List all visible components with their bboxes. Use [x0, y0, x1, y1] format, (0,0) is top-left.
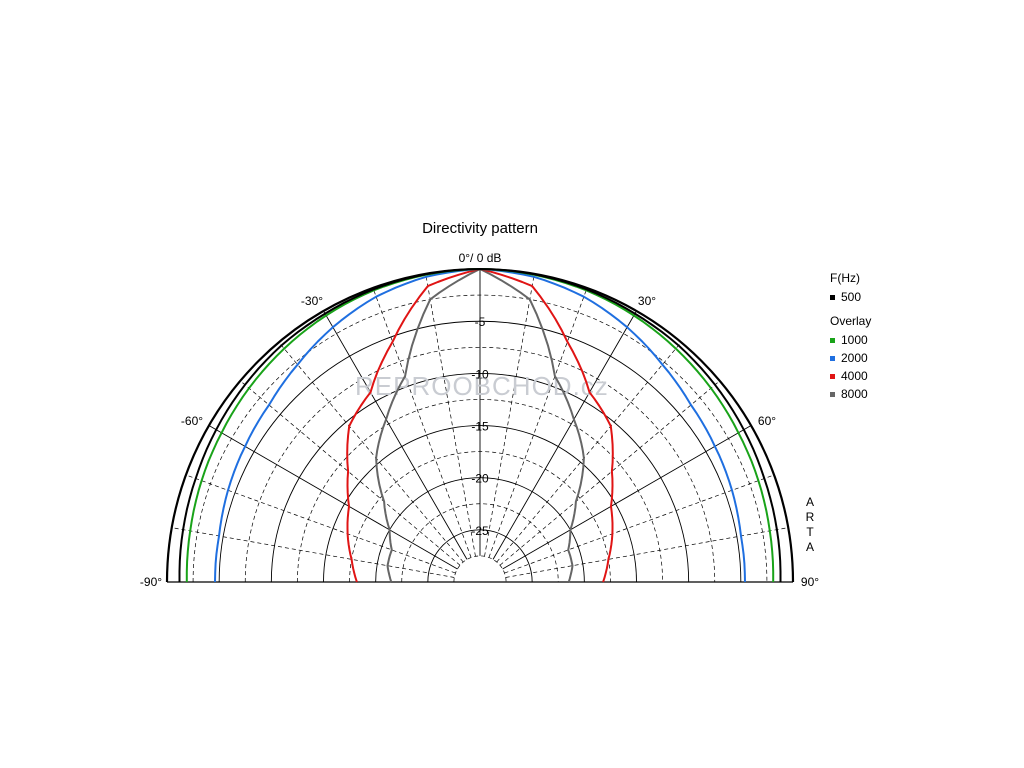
grid-ring — [453, 555, 507, 583]
label-layer: -5 -10 -15 -20 -25 -90° -60° -30° 30° 60° 90° — [140, 294, 819, 589]
legend-entry: 2000 — [841, 351, 868, 365]
grid-spoke — [502, 425, 752, 570]
grid-spoke — [171, 527, 455, 578]
angle-label: 90° — [801, 575, 819, 589]
grid-spoke — [372, 287, 472, 558]
radial-tick-label: -15 — [471, 420, 489, 434]
legend-entry: 500 — [841, 290, 861, 304]
grid-ring — [297, 399, 663, 583]
radial-tick-label: -25 — [471, 524, 489, 538]
legend-swatch — [830, 356, 835, 361]
legend-swatch — [830, 374, 835, 379]
side-letter: R — [806, 510, 815, 524]
grid-spoke — [208, 425, 458, 570]
side-letter: T — [806, 525, 814, 539]
angle-label: 30° — [638, 294, 656, 308]
angle-label: -90° — [140, 575, 162, 589]
legend: F(Hz) 500 Overlay 1000 2000 4000 8000 — [830, 271, 871, 401]
legend-entry: 8000 — [841, 387, 868, 401]
side-letter: A — [806, 540, 814, 554]
legend-swatch — [830, 392, 835, 397]
legend-swatch — [830, 338, 835, 343]
legend-header: F(Hz) — [830, 271, 860, 285]
grid-spoke — [505, 527, 789, 578]
radial-tick-label: -5 — [475, 315, 486, 329]
grid-spoke — [496, 342, 682, 563]
grid-spoke — [484, 273, 535, 557]
legend-entry: 1000 — [841, 333, 868, 347]
grid-spoke — [492, 310, 637, 560]
series-layer — [178, 268, 782, 583]
legend-entry: 4000 — [841, 369, 868, 383]
legend-swatch — [830, 295, 835, 300]
grid-spoke — [323, 310, 468, 560]
grid-spoke — [185, 474, 456, 574]
radial-tick-label: -20 — [471, 472, 489, 486]
grid-spoke — [240, 380, 461, 566]
grid-spoke — [499, 380, 720, 566]
grid-ring — [244, 346, 716, 583]
side-letter: A — [806, 495, 814, 509]
grid-spoke — [488, 287, 588, 558]
angle-label: -60° — [181, 414, 203, 428]
grid-spoke — [504, 474, 775, 574]
grid-spoke — [278, 342, 464, 563]
series-line-500 — [178, 268, 782, 582]
chart-title: Directivity pattern — [422, 220, 538, 237]
radial-tick-label: -10 — [471, 367, 489, 381]
legend-overlay-header: Overlay — [830, 314, 871, 328]
angle-label: 60° — [758, 414, 776, 428]
grid-spoke — [425, 273, 476, 557]
angle-label: -30° — [301, 294, 323, 308]
top-label: 0°/ 0 dB — [459, 251, 502, 265]
